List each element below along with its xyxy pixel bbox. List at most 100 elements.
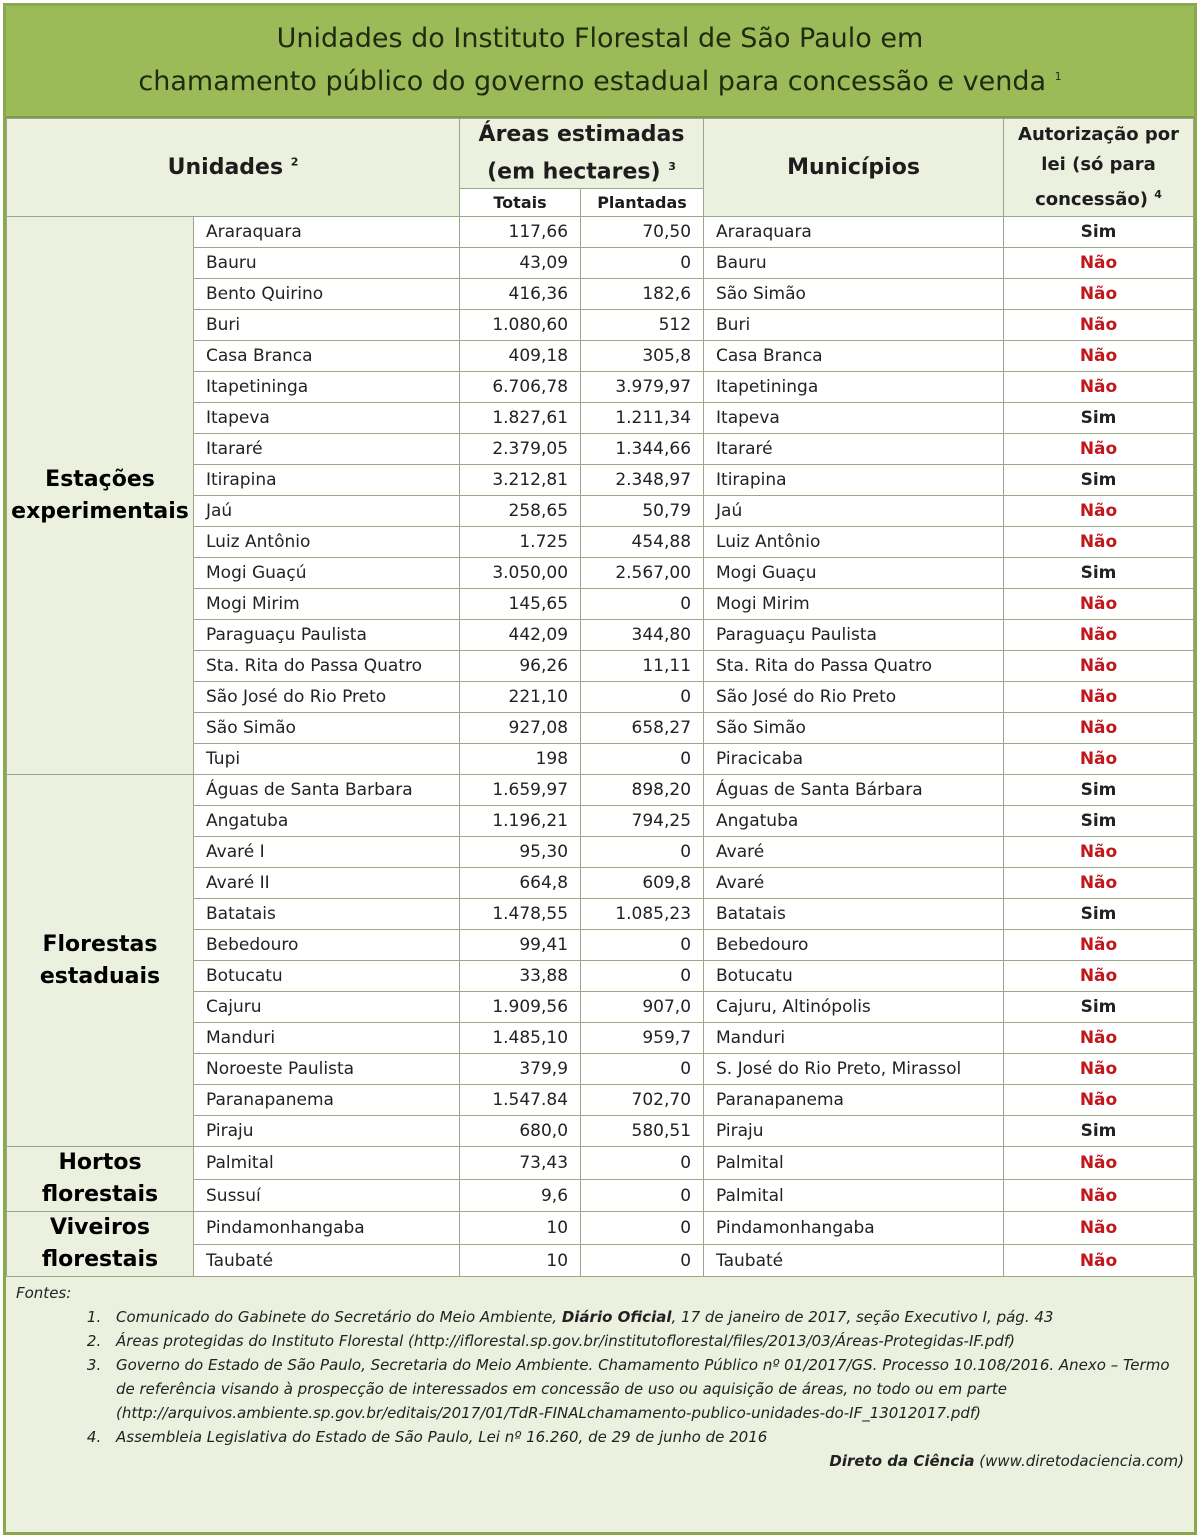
cell-autorizacao: Não [1003,1084,1194,1117]
header-plantadas: Plantadas [580,188,705,218]
cell-plantadas: 11,11 [580,650,705,683]
cell-totais: 1.485,10 [459,1022,582,1055]
table-row: Piraju 680,0 580,51 Piraju Sim [7,1115,1194,1148]
group-label: Viveiros florestais [6,1211,194,1278]
source-text-pre: Governo do Estado de São Paulo, Secretar… [116,1356,1170,1423]
table-row: Itirapina 3.212,81 2.348,97 Itirapina Sim [7,464,1194,497]
cell-unit: Bento Quirino [192,278,461,311]
cell-unit: Cajuru [192,991,461,1024]
cell-autorizacao: Sim [1003,774,1194,807]
cell-municipio: Taubaté [703,1243,1005,1278]
cell-unit: Araraquara [192,216,461,249]
cell-unit: Angatuba [192,805,461,838]
cell-plantadas: 794,25 [580,805,705,838]
cell-totais: 145,65 [459,588,582,621]
table-row: Avaré I 95,30 0 Avaré Não [7,836,1194,869]
cell-municipio: São Simão [703,278,1005,311]
title-footnote-ref: 1 [1054,70,1062,83]
cell-autorizacao: Sim [1003,402,1194,435]
cell-municipio: Avaré [703,836,1005,869]
group-label: Florestas estaduais [6,774,194,1148]
cell-municipio: Jaú [703,495,1005,528]
cell-totais: 442,09 [459,619,582,652]
cell-municipio: Itapetininga [703,371,1005,404]
table-row: Luiz Antônio 1.725 454,88 Luiz Antônio Não [7,526,1194,559]
cell-unit: Tupi [192,743,461,776]
footnote-ref: 2 [290,155,299,169]
cell-plantadas: 959,7 [580,1022,705,1055]
cell-totais: 1.478,55 [459,898,582,931]
cell-autorizacao: Não [1003,960,1194,993]
group-label: Estações experimentais [6,216,194,776]
cell-unit: Bauru [192,247,461,280]
table-row: Cajuru 1.909,56 907,0 Cajuru, Altinópolis Si… [7,991,1194,1024]
cell-autorizacao: Sim [1003,991,1194,1024]
table-row: Avaré II 664,8 609,8 Avaré Não [7,867,1194,900]
cell-unit: Palmital [192,1146,461,1180]
cell-plantadas: 702,70 [580,1084,705,1117]
cell-plantadas: 0 [580,588,705,621]
cell-municipio: Bauru [703,247,1005,280]
cell-plantadas: 580,51 [580,1115,705,1148]
cell-municipio: Araraquara [703,216,1005,249]
cell-municipio: Luiz Antônio [703,526,1005,559]
cell-totais: 73,43 [459,1146,582,1180]
cell-autorizacao: Não [1003,1178,1194,1213]
cell-unit: Paraguaçu Paulista [192,619,461,652]
cell-autorizacao: Sim [1003,1115,1194,1148]
cell-autorizacao: Sim [1003,216,1194,249]
table-row: Mogi Guaçú 3.050,00 2.567,00 Mogi Guaçu Sim [7,557,1194,590]
table-row: São Simão 927,08 658,27 São Simão Não [7,712,1194,745]
cell-municipio: Buri [703,309,1005,342]
cell-plantadas: 1.344,66 [580,433,705,466]
table-row: Angatuba 1.196,21 794,25 Angatuba Sim [7,805,1194,838]
cell-unit: Águas de Santa Barbara [192,774,461,807]
cell-unit: Manduri [192,1022,461,1055]
cell-autorizacao: Não [1003,867,1194,900]
source-item: Assembleia Legislativa do Estado de São … [106,1425,1184,1449]
cell-autorizacao: Sim [1003,464,1194,497]
cell-municipio: Paranapanema [703,1084,1005,1117]
cell-municipio: Pindamonhangaba [703,1211,1005,1245]
cell-unit: Mogi Mirim [192,588,461,621]
cell-municipio: Itirapina [703,464,1005,497]
cell-totais: 1.909,56 [459,991,582,1024]
cell-totais: 99,41 [459,929,582,962]
cell-unit: Luiz Antônio [192,526,461,559]
cell-autorizacao: Sim [1003,898,1194,931]
cell-municipio: Mogi Mirim [703,588,1005,621]
table-row: Mogi Mirim 145,65 0 Mogi Mirim Não [7,588,1194,621]
cell-plantadas: 0 [580,1243,705,1278]
cell-plantadas: 0 [580,743,705,776]
cell-autorizacao: Não [1003,1022,1194,1055]
cell-autorizacao: Não [1003,278,1194,311]
cell-plantadas: 3.979,97 [580,371,705,404]
header-areas-line1: Áreas estimadas [478,122,685,147]
cell-totais: 10 [459,1211,582,1245]
cell-totais: 927,08 [459,712,582,745]
cell-totais: 117,66 [459,216,582,249]
sources-label: Fontes: [16,1284,72,1303]
cell-plantadas: 70,50 [580,216,705,249]
cell-totais: 1.196,21 [459,805,582,838]
cell-plantadas: 609,8 [580,867,705,900]
source-text-post: , 17 de janeiro de 2017, seção Executivo… [671,1308,1054,1327]
credit-name: Direto da Ciência [829,1452,975,1471]
table-row: Sussuí 9,6 0 Palmital Não [7,1178,1194,1213]
cell-municipio: Avaré [703,867,1005,900]
header-unidades: Unidades 2 [6,117,461,218]
table-row: Botucatu 33,88 0 Botucatu Não [7,960,1194,993]
cell-totais: 10 [459,1243,582,1278]
cell-plantadas: 305,8 [580,340,705,373]
cell-autorizacao: Não [1003,526,1194,559]
table-row: Taubaté 10 0 Taubaté Não [7,1243,1194,1278]
header-autorizacao: Autorização por lei (só para concessão) … [1003,117,1194,218]
cell-autorizacao: Não [1003,650,1194,683]
header-municipios: Municípios [703,117,1005,218]
cell-unit: Bebedouro [192,929,461,962]
cell-totais: 664,8 [459,867,582,900]
table-row: Florestas estaduais Águas de Santa Barbar… [6,774,1194,1148]
credit-url: (www.diretodaciencia.com) [974,1452,1184,1471]
cell-totais: 258,65 [459,495,582,528]
cell-plantadas: 0 [580,960,705,993]
